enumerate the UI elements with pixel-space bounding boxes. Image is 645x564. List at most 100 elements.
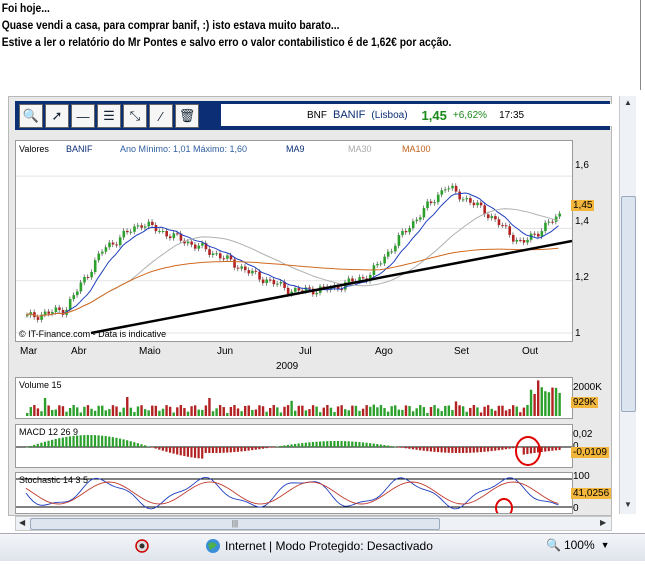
candle-body-109 [415, 219, 419, 222]
macd-bar-72 [283, 445, 286, 447]
macd-bar-145 [544, 447, 547, 452]
macd-bar-97 [372, 443, 375, 447]
line-tool-icon[interactable]: ➚ [45, 104, 69, 128]
month-out: Out [522, 346, 539, 357]
macd-chart[interactable]: MACD 12 26 9 [15, 424, 573, 468]
macd-bar-11 [65, 436, 68, 447]
vertical-scroll-thumb[interactable] [621, 196, 636, 412]
macd-bar-51 [208, 447, 211, 453]
zoom-control[interactable]: 🔍 100% ▼ [546, 538, 610, 552]
macd-bar-92 [354, 441, 357, 447]
candle-body-50 [204, 243, 208, 250]
volume-bar-143 [536, 380, 540, 416]
volume-bar-19 [93, 410, 97, 416]
macd-bar-14 [76, 435, 79, 447]
volume-bar-119 [451, 410, 454, 416]
scroll-right-icon[interactable]: ▶ [600, 518, 607, 527]
macd-tick-top: 0,02 [573, 429, 593, 440]
volume-bar-140 [526, 405, 529, 416]
volume-bar-71 [279, 412, 283, 416]
support-trendline [90, 239, 573, 335]
volume-bar-126 [476, 407, 479, 416]
volume-bar-23 [108, 409, 111, 416]
candle-body-126 [476, 202, 479, 206]
volume-bar-86 [333, 412, 336, 416]
macd-bar-64 [254, 447, 257, 450]
macd-bar-39 [165, 447, 168, 452]
macd-bar-58 [233, 447, 236, 453]
volume-bar-106 [404, 405, 408, 416]
parallel-lines-icon[interactable]: ∕ [149, 104, 173, 128]
candle-body-60 [240, 266, 243, 269]
macd-bar-6 [47, 440, 50, 447]
privacy-icon[interactable] [134, 538, 150, 554]
volume-bar-18 [90, 408, 93, 416]
stochastic-chart[interactable]: Stochastic 14 3 5 [15, 472, 573, 518]
chevron-down-icon[interactable]: ▼ [600, 540, 610, 550]
scroll-down-icon[interactable]: ▼ [624, 500, 632, 509]
macd-bar-101 [386, 445, 390, 447]
candle-body-145 [544, 222, 547, 232]
volume-bar-136 [511, 405, 515, 416]
volume-bar-41 [172, 412, 175, 416]
trash-icon[interactable]: 🗑 [175, 104, 199, 128]
volume-bar-42 [176, 407, 179, 416]
internet-zone[interactable]: Internet | Modo Protegido: Desactivado [205, 538, 433, 554]
candle-body-65 [258, 271, 261, 280]
volume-bar-58 [233, 405, 236, 416]
macd-bar-86 [333, 441, 336, 447]
vertical-scrollbar[interactable]: ▲ ▼ [619, 96, 636, 514]
trend-tool-icon[interactable]: ⤡ [123, 104, 147, 128]
macd-chart-svg [16, 435, 572, 466]
volume-bar-32 [140, 405, 143, 416]
volume-bar-45 [186, 411, 190, 416]
macd-bar-1 [29, 445, 32, 447]
macd-bar-98 [376, 444, 379, 447]
volume-bar-28 [126, 397, 129, 416]
candle-body-118 [447, 188, 451, 190]
candle-body-59 [236, 267, 240, 269]
volume-bar-93 [358, 410, 361, 416]
horizontal-scrollbar[interactable]: ◀ ||| ▶ [15, 516, 612, 531]
volume-bar-2 [33, 405, 36, 416]
candle-body-131 [494, 216, 497, 220]
macd-bar-12 [68, 436, 72, 447]
horizontal-line-icon[interactable]: — [71, 104, 95, 128]
candle-body-91 [351, 278, 354, 282]
volume-bar-105 [401, 409, 404, 416]
month-jul: Jul [299, 346, 312, 357]
candle-body-3 [36, 317, 40, 320]
candle-body-93 [358, 277, 361, 282]
macd-bar-54 [218, 447, 222, 453]
candle-body-106 [404, 230, 408, 233]
volume-bar-39 [165, 405, 168, 416]
candle-body-134 [504, 225, 508, 227]
volume-bar-135 [508, 409, 511, 416]
volume-chart[interactable]: Volume 15 [15, 377, 573, 419]
zoom-icon[interactable]: 🔍 [19, 104, 43, 128]
macd-bar-46 [190, 447, 193, 458]
fibonacci-icon[interactable]: ☰ [97, 104, 121, 128]
volume-bar-22 [104, 410, 108, 416]
horizontal-scroll-thumb[interactable]: ||| [30, 518, 440, 530]
stoch-annotation-circle [495, 498, 513, 518]
macd-bar-41 [172, 447, 175, 454]
volume-bar-76 [297, 405, 300, 416]
stochastic-chart-svg [16, 476, 572, 518]
volume-bar-60 [240, 411, 243, 416]
candle-body-103 [394, 245, 397, 252]
volume-bar-30 [133, 412, 136, 416]
candle-body-119 [451, 185, 454, 189]
y-tick-1-6: 1,6 [575, 160, 589, 171]
candle-body-27 [122, 230, 126, 238]
volume-bar-52 [211, 411, 215, 416]
volume-bar-124 [469, 407, 472, 416]
candle-body-2 [33, 312, 36, 318]
macd-bar-77 [301, 443, 304, 447]
candle-body-99 [379, 263, 383, 265]
scroll-up-icon[interactable]: ▲ [624, 98, 632, 107]
scroll-left-icon[interactable]: ◀ [19, 518, 26, 527]
candle-body-132 [497, 219, 501, 226]
price-chart[interactable]: Valores BANIF Ano Mínimo: 1,01 Máximo: 1… [15, 140, 573, 342]
volume-bar-31 [136, 406, 140, 416]
